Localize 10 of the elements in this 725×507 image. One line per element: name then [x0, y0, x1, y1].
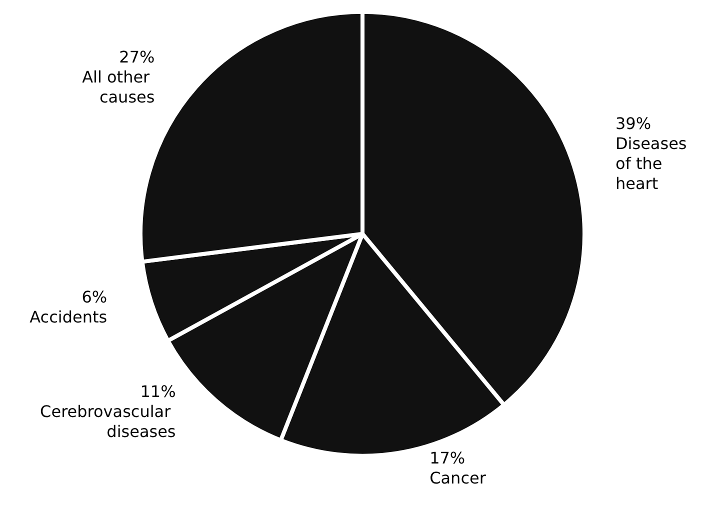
data-label: 6%	[82, 288, 108, 307]
slice-label: Cancer	[430, 468, 486, 488]
slice-label: All other causes	[82, 68, 155, 107]
slice-label: Cerebrovascular diseases	[40, 402, 176, 442]
slice-label: Diseases of the heart	[615, 134, 692, 194]
data-label: 27%	[119, 48, 155, 67]
slice-label: Accidents	[30, 308, 108, 327]
data-label: 11%	[140, 382, 176, 402]
data-label: 39%	[615, 114, 652, 134]
data-label: 17%	[430, 448, 466, 468]
